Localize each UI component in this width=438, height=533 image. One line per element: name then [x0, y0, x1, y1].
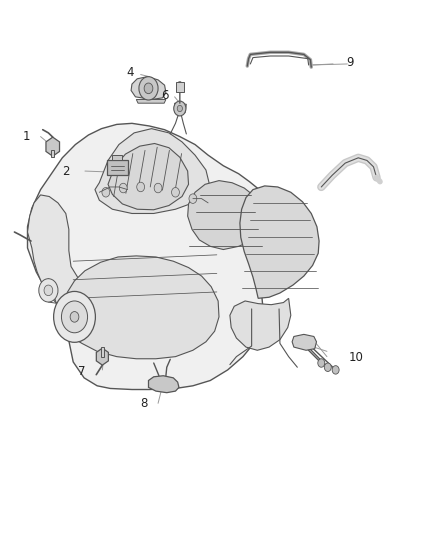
Text: 10: 10: [349, 351, 364, 364]
Circle shape: [70, 312, 79, 322]
Polygon shape: [187, 181, 262, 249]
Text: 4: 4: [126, 67, 134, 79]
Circle shape: [154, 183, 162, 193]
Polygon shape: [64, 256, 219, 359]
Polygon shape: [136, 100, 166, 103]
Circle shape: [177, 106, 183, 112]
Circle shape: [61, 301, 88, 333]
Polygon shape: [177, 82, 184, 92]
Circle shape: [44, 285, 53, 296]
Polygon shape: [107, 160, 128, 175]
Polygon shape: [96, 348, 108, 365]
Polygon shape: [230, 298, 291, 350]
Polygon shape: [148, 376, 179, 393]
Polygon shape: [175, 103, 186, 113]
Polygon shape: [101, 347, 104, 357]
Polygon shape: [95, 128, 209, 214]
Text: 7: 7: [78, 365, 86, 378]
Text: 2: 2: [62, 165, 70, 177]
Text: 1: 1: [23, 130, 30, 143]
Polygon shape: [113, 155, 122, 160]
Polygon shape: [51, 150, 54, 157]
Polygon shape: [292, 334, 317, 350]
Circle shape: [39, 279, 58, 302]
Polygon shape: [28, 123, 262, 390]
Circle shape: [139, 77, 158, 100]
Text: 8: 8: [141, 397, 148, 410]
Circle shape: [137, 182, 145, 192]
Circle shape: [174, 101, 186, 116]
Polygon shape: [108, 143, 188, 210]
Polygon shape: [131, 77, 166, 100]
Circle shape: [172, 188, 180, 197]
Circle shape: [189, 194, 197, 204]
Polygon shape: [240, 186, 319, 298]
Circle shape: [144, 83, 153, 94]
Text: 9: 9: [346, 56, 353, 69]
Circle shape: [332, 366, 339, 374]
Circle shape: [53, 292, 95, 342]
Circle shape: [102, 188, 110, 197]
Circle shape: [318, 359, 325, 367]
Circle shape: [119, 183, 127, 193]
Polygon shape: [46, 137, 60, 156]
Circle shape: [324, 363, 331, 372]
Text: 6: 6: [161, 88, 168, 102]
Polygon shape: [28, 195, 86, 316]
